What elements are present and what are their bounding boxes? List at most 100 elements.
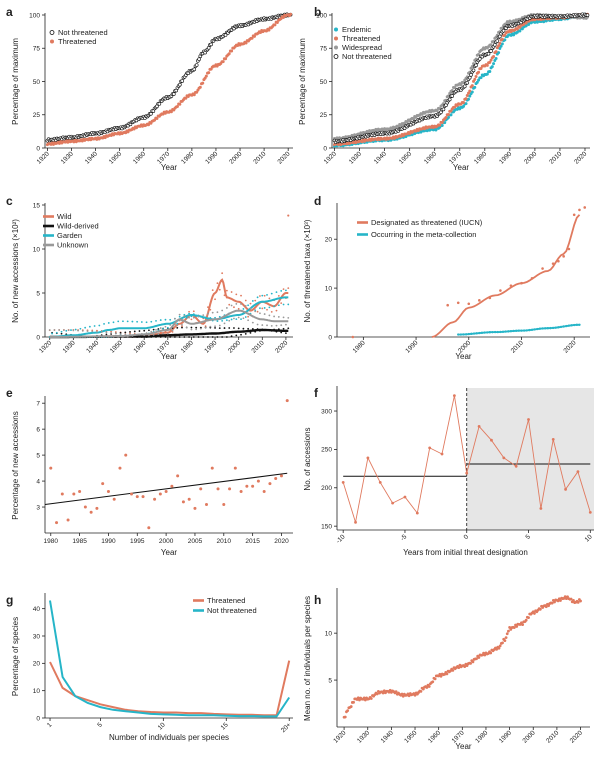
- data-point: [256, 479, 260, 483]
- x-tick-label: 1960: [427, 729, 442, 744]
- data-point: [195, 326, 198, 329]
- data-point: [539, 507, 543, 510]
- y-tick-label: 20: [33, 661, 41, 668]
- data-point: [470, 90, 474, 94]
- data-point: [268, 314, 271, 317]
- data-point: [130, 492, 134, 496]
- x-tick-label: 1990: [101, 538, 116, 545]
- data-point: [174, 336, 176, 338]
- legend-label: Not threatened: [58, 28, 108, 37]
- data-point: [465, 471, 469, 475]
- data-point: [256, 323, 259, 326]
- data-point: [499, 44, 503, 48]
- x-tick-label: 1950: [403, 729, 418, 744]
- data-point: [273, 23, 277, 27]
- data-point: [261, 307, 264, 310]
- data-point: [169, 318, 172, 321]
- data-point: [504, 330, 507, 333]
- data-point: [216, 282, 219, 285]
- data-point: [267, 28, 271, 32]
- data-point: [199, 487, 203, 491]
- data-point: [183, 314, 186, 317]
- data-point: [178, 336, 181, 338]
- legend-label: Wild: [57, 212, 72, 221]
- data-point: [485, 63, 489, 67]
- data-point: [474, 74, 478, 78]
- legend-label: Threatened: [207, 596, 245, 605]
- data-point: [498, 644, 502, 648]
- data-point: [446, 116, 450, 120]
- y-tick-label: 50: [33, 79, 41, 86]
- data-point: [520, 281, 523, 285]
- data-point: [261, 294, 264, 297]
- data-point: [259, 312, 261, 315]
- data-point: [497, 44, 501, 48]
- x-tick-label: 2015: [245, 538, 260, 545]
- data-point: [547, 604, 551, 608]
- data-point: [538, 607, 542, 611]
- data-point: [110, 332, 113, 334]
- data-point: [445, 672, 449, 676]
- data-point: [546, 327, 550, 330]
- data-point: [93, 325, 96, 327]
- data-point: [488, 296, 492, 300]
- data-point: [129, 330, 131, 333]
- legend-label: Endemic: [342, 25, 371, 34]
- panel-label: a: [6, 5, 13, 19]
- data-point: [521, 623, 525, 626]
- data-point: [472, 332, 476, 335]
- data-point: [503, 639, 507, 643]
- data-point: [247, 319, 250, 322]
- panel-e: e 1980 1985 1990 1995 2000 2005 2010 2015 2020 3 4 5…: [6, 386, 293, 557]
- data-point: [194, 63, 199, 67]
- data-point: [477, 78, 481, 82]
- data-point: [155, 336, 157, 338]
- data-point: [48, 329, 51, 331]
- data-point: [275, 324, 278, 327]
- data-point: [118, 466, 122, 470]
- data-point: [285, 399, 289, 403]
- x-tick-label: 1920: [38, 339, 53, 354]
- series-line: [49, 296, 289, 338]
- data-point: [228, 487, 232, 491]
- data-point: [287, 303, 290, 306]
- data-point: [536, 327, 539, 331]
- data-point: [489, 58, 493, 62]
- data-point: [93, 336, 96, 338]
- data-marks: [44, 399, 289, 530]
- data-point: [147, 526, 151, 530]
- data-point: [527, 418, 530, 421]
- data-point: [551, 438, 555, 441]
- data-point: [88, 336, 91, 338]
- data-point: [259, 307, 261, 310]
- data-point: [498, 47, 502, 51]
- data-point: [575, 323, 579, 327]
- data-marks: [45, 12, 293, 147]
- data-point: [261, 324, 264, 326]
- data-point: [407, 694, 411, 698]
- data-point: [500, 37, 504, 41]
- data-point: [140, 332, 143, 335]
- data-point: [505, 632, 509, 636]
- data-point: [193, 506, 197, 510]
- data-point: [343, 715, 347, 719]
- data-point: [129, 333, 131, 336]
- data-point: [509, 329, 513, 333]
- data-point: [499, 330, 502, 334]
- data-point: [185, 326, 188, 329]
- data-point: [60, 336, 63, 338]
- data-point: [478, 299, 481, 302]
- data-point: [512, 626, 516, 629]
- data-point: [70, 329, 72, 331]
- x-tick-label: 1940: [84, 150, 99, 165]
- x-tick-label: 2020: [573, 150, 588, 165]
- data-point: [60, 332, 63, 335]
- data-point: [349, 705, 353, 708]
- data-point: [494, 50, 498, 54]
- x-tick-label: 1990: [404, 339, 419, 354]
- x-tick-label: 2000: [228, 150, 243, 165]
- data-point: [451, 669, 455, 672]
- data-point: [176, 324, 179, 326]
